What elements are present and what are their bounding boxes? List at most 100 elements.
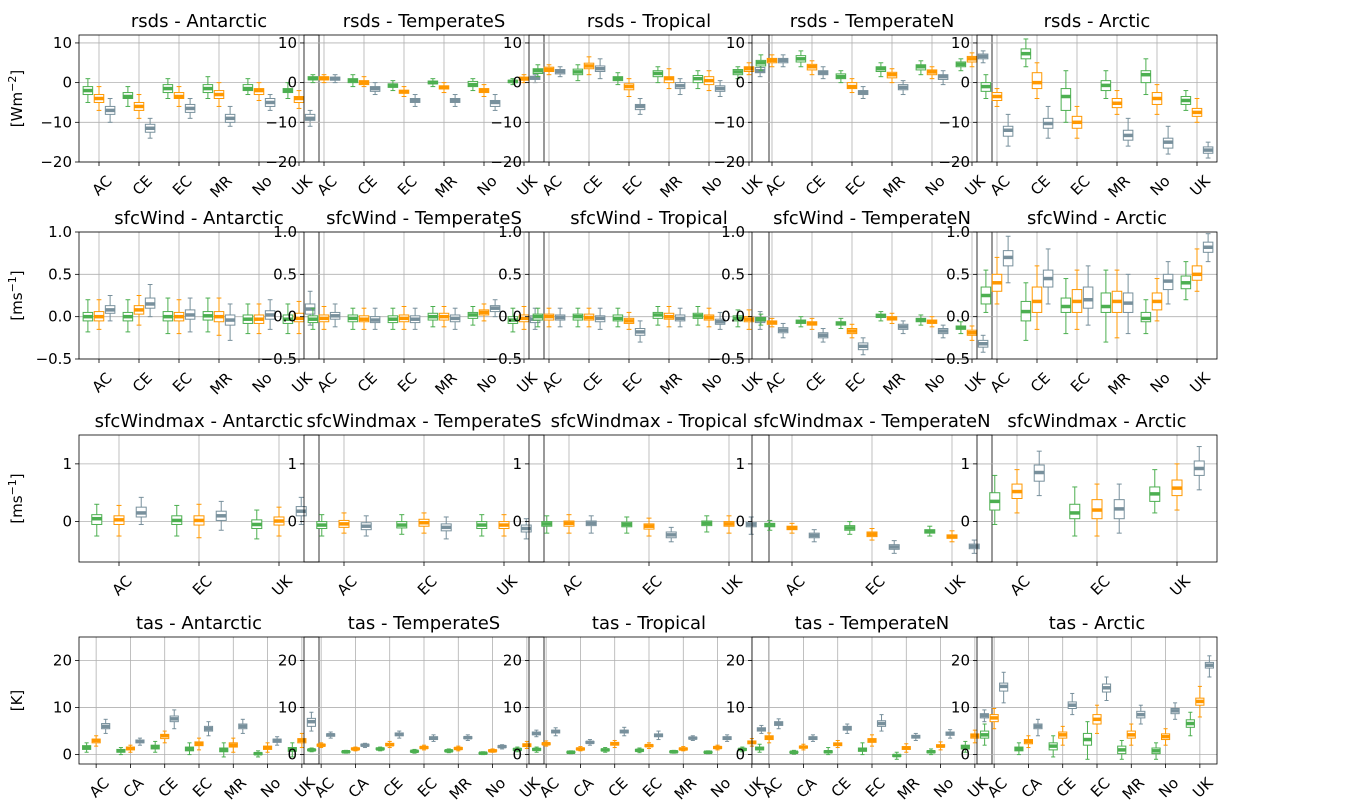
box-slate — [440, 516, 452, 540]
x-tick-label: No — [1147, 369, 1174, 396]
box-green — [476, 514, 488, 537]
box-slate — [489, 94, 501, 111]
box-orange — [786, 522, 798, 534]
box-green — [980, 269, 992, 313]
box-slate — [449, 307, 461, 330]
x-tick-label: MR — [431, 369, 460, 398]
y-tick-label: 0 — [960, 74, 970, 92]
y-tick-label: −10 — [713, 113, 745, 131]
y-tick-label: 10 — [951, 34, 970, 52]
x-tick-label: MR — [671, 774, 700, 803]
box-orange — [1160, 728, 1171, 746]
box-green — [202, 297, 214, 333]
box-orange — [453, 745, 463, 752]
box-orange — [173, 299, 185, 335]
box-orange — [498, 514, 510, 537]
y-tick-label: −20 — [40, 153, 72, 171]
x-tick-label: MR — [206, 172, 235, 201]
box-orange — [970, 729, 980, 744]
box-slate — [1002, 235, 1014, 284]
y-tick-label: −0.5 — [36, 350, 72, 368]
box-orange — [563, 514, 575, 534]
box-slate — [203, 721, 214, 737]
box-orange — [193, 503, 205, 539]
x-tick-label: AC — [782, 572, 809, 599]
y-tick-label: 0.5 — [273, 265, 297, 283]
box-slate — [1113, 483, 1125, 534]
y-tick-label: 0 — [512, 513, 522, 531]
box-orange — [194, 737, 204, 751]
box-slate — [497, 744, 507, 750]
box-orange — [886, 312, 898, 324]
box-slate — [1033, 450, 1045, 497]
x-tick-label: CA — [1018, 774, 1046, 802]
box-green — [1117, 739, 1127, 760]
box-green — [91, 503, 103, 537]
box-orange — [1071, 105, 1083, 139]
x-tick-label: No — [922, 369, 949, 396]
box-slate — [554, 307, 566, 328]
box-slate — [306, 711, 316, 732]
x-tick-label: MR — [446, 774, 475, 803]
box-iqr — [1031, 72, 1043, 90]
box-slate — [1067, 692, 1077, 716]
x-tick-label: CA — [570, 774, 598, 802]
box-slate — [409, 307, 421, 330]
box-green — [692, 306, 704, 326]
box-slate — [817, 328, 829, 343]
y-axis-label: [ms−1] — [6, 270, 26, 320]
box-orange — [1126, 723, 1136, 746]
y-tick-label: −0.5 — [934, 350, 970, 368]
x-tick-label: UK — [961, 368, 989, 396]
x-tick-label: EC — [619, 172, 646, 199]
panel: sfcWindmax - TemperateN 1 0 AC EC UK — [735, 411, 993, 599]
box-green — [316, 514, 328, 537]
x-tick-label: MR — [221, 774, 250, 803]
box-green — [755, 743, 765, 753]
box-green — [1149, 469, 1161, 514]
box-orange — [1191, 98, 1203, 123]
box-orange — [1111, 269, 1123, 339]
y-tick-label: 1.0 — [498, 223, 522, 241]
box-slate — [1002, 113, 1014, 147]
y-tick-label: −10 — [40, 113, 72, 131]
x-tick-label: No — [249, 172, 276, 199]
box-slate — [369, 307, 381, 330]
y-tick-label: 10 — [726, 699, 745, 717]
box-green — [755, 54, 767, 72]
box-green — [1060, 70, 1072, 123]
box-green — [467, 78, 479, 92]
box-green — [1180, 261, 1192, 301]
box-green — [612, 307, 624, 328]
box-slate — [808, 734, 818, 742]
x-tick-label: No — [482, 774, 509, 801]
box-slate — [674, 78, 686, 96]
x-tick-label: CE — [129, 369, 156, 396]
x-tick-label: EC — [394, 172, 421, 199]
box-orange — [358, 76, 370, 88]
x-tick-label: AC — [86, 774, 113, 801]
box-orange — [253, 82, 265, 101]
box-green — [202, 76, 214, 99]
box-slate — [169, 709, 179, 730]
x-tick-label: AC — [334, 572, 361, 599]
box-orange — [213, 297, 225, 336]
box-slate — [104, 295, 116, 322]
panel-title: tas - Arctic — [1049, 613, 1146, 634]
box-orange — [575, 746, 586, 752]
panel-title: sfcWind - Arctic — [1027, 208, 1167, 229]
axes-frame — [78, 34, 320, 163]
box-slate — [272, 736, 282, 746]
box-green — [307, 74, 319, 84]
box-orange — [543, 64, 555, 76]
box-slate — [1122, 273, 1134, 335]
box-slate — [585, 739, 595, 746]
y-axis-label-close: ] — [8, 270, 26, 276]
box-slate — [857, 86, 869, 99]
box-green — [915, 314, 927, 326]
y-axis-label-close: ] — [8, 70, 26, 76]
x-tick-label: MR — [1104, 369, 1133, 398]
box-green — [892, 751, 902, 760]
